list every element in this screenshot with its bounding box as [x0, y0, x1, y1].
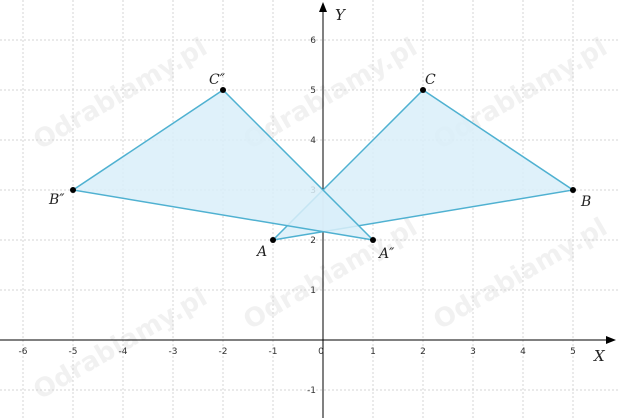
vertex-point [70, 187, 76, 193]
x-tick-label: -3 [169, 347, 178, 357]
y-axis-arrow [319, 2, 327, 12]
vertex-points: A B C A″ B″ C″ [48, 72, 591, 262]
vertex-label: B″ [48, 192, 65, 208]
y-tick-label: -1 [307, 386, 316, 396]
y-axis-label: Y [335, 6, 347, 24]
vertex-point [270, 237, 276, 243]
vertex-label: C″ [209, 72, 226, 88]
vertex-point [570, 187, 576, 193]
triangle-abc [270, 89, 575, 242]
x-tick-label: 4 [520, 347, 526, 357]
y-tick-label: 6 [310, 36, 316, 46]
x-tick-label: -2 [219, 347, 228, 357]
x-tick-label: 1 [370, 347, 376, 357]
vertex-label: A [255, 244, 267, 260]
triangle-abc [71, 89, 376, 242]
watermark-logo: Odrabiamy.pl [229, 0, 413, 6]
triangles [71, 89, 575, 242]
vertex-label: C [425, 72, 436, 88]
vertex-label: B [580, 194, 591, 210]
vertex-point [220, 87, 226, 93]
y-tick-label: 5 [310, 86, 316, 96]
x-tick-label: 5 [570, 347, 576, 357]
x-tick-label: 3 [470, 347, 476, 357]
watermark-logo: Odrabiamy.pl [429, 212, 613, 336]
x-tick-label: -6 [19, 347, 28, 357]
y-tick-label: 1 [310, 286, 316, 296]
watermark-logo: Odrabiamy.pl [29, 282, 213, 406]
x-tick-label: -4 [119, 347, 128, 357]
x-tick-label: 2 [420, 347, 426, 357]
vertex-point [370, 237, 376, 243]
vertex-label: A″ [377, 246, 395, 262]
x-tick-label: -1 [269, 347, 278, 357]
x-axis-arrow [606, 336, 616, 344]
watermark-logo: Odrabiamy.pl [449, 0, 619, 6]
x-tick-label: 0 [318, 347, 324, 357]
y-tick-label: 4 [310, 136, 316, 146]
x-tick-label: -5 [69, 347, 78, 357]
x-axis-label: X [593, 347, 606, 365]
vertex-point [420, 87, 426, 93]
y-tick-label: 2 [310, 236, 316, 246]
